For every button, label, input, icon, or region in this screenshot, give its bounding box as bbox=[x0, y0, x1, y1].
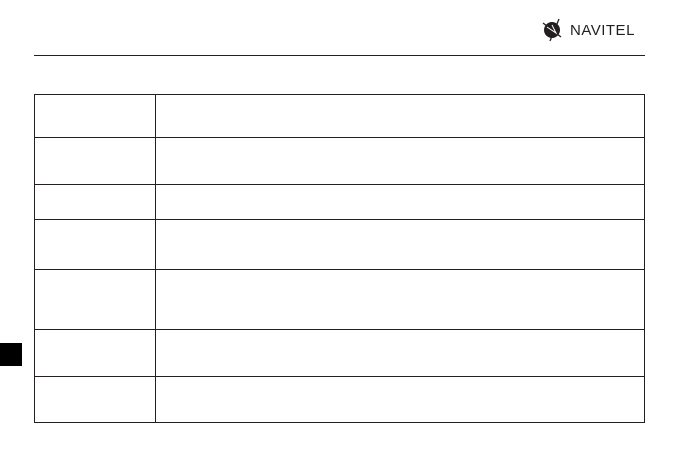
row-label bbox=[34, 94, 156, 138]
row-label bbox=[34, 219, 156, 270]
table-row bbox=[34, 137, 645, 185]
table-row bbox=[34, 184, 645, 220]
navitel-globe-icon bbox=[542, 18, 562, 42]
table-row bbox=[34, 329, 645, 377]
spec-table bbox=[34, 94, 645, 423]
row-value bbox=[155, 219, 645, 270]
row-value bbox=[155, 329, 645, 377]
row-label bbox=[34, 269, 156, 330]
header-divider bbox=[34, 55, 645, 56]
row-value bbox=[155, 376, 645, 423]
row-value bbox=[155, 184, 645, 220]
row-label bbox=[34, 184, 156, 220]
logo-text: NAVITEL bbox=[570, 21, 635, 39]
row-value bbox=[155, 137, 645, 185]
row-label bbox=[34, 376, 156, 423]
table-row bbox=[34, 269, 645, 330]
section-tab-marker bbox=[0, 343, 22, 366]
row-label bbox=[34, 137, 156, 185]
table-row bbox=[34, 219, 645, 270]
row-value bbox=[155, 94, 645, 138]
row-label bbox=[34, 329, 156, 377]
row-value bbox=[155, 269, 645, 330]
navitel-logo: NAVITEL bbox=[541, 17, 635, 43]
table-row bbox=[34, 94, 645, 138]
table-row bbox=[34, 376, 645, 423]
